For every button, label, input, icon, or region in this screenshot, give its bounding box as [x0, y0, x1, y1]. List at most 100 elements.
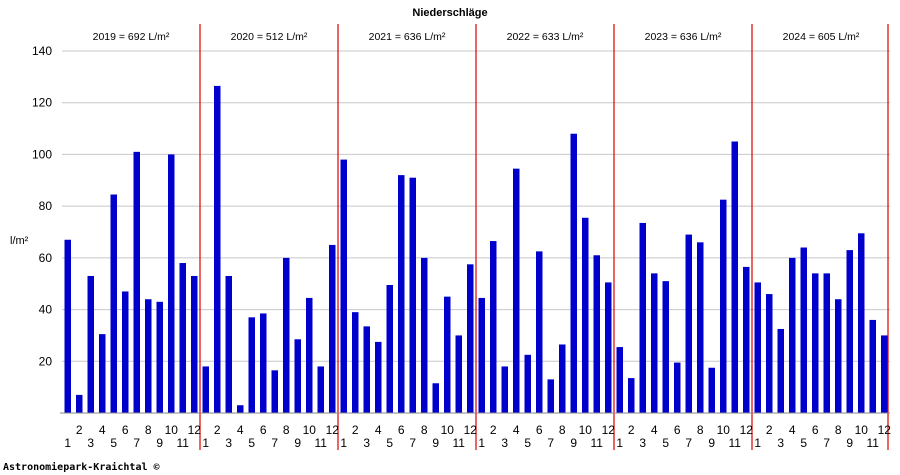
bar: [168, 154, 175, 413]
x-tick-label: 9: [294, 436, 301, 450]
bars: [64, 85, 888, 414]
year-annotation: 2024 = 605 L/m²: [783, 31, 860, 43]
year-separators: [199, 24, 889, 450]
x-tick-label: 12: [464, 423, 478, 437]
bar: [237, 405, 244, 413]
x-tick-label: 10: [717, 423, 731, 437]
bar: [605, 282, 612, 413]
bar: [386, 285, 393, 413]
bar: [179, 263, 186, 413]
bar: [467, 264, 474, 413]
x-tick-label: 1: [754, 436, 761, 450]
x-tick-label: 3: [225, 436, 232, 450]
bar: [421, 257, 428, 413]
y-tick-label: 100: [32, 147, 52, 161]
bar: [685, 234, 692, 413]
bar: [708, 367, 715, 413]
x-tick-label: 5: [110, 436, 117, 450]
x-tick-label: 5: [248, 436, 255, 450]
x-tick-label: 8: [697, 423, 704, 437]
bar: [858, 233, 865, 413]
x-tick-label: 5: [386, 436, 393, 450]
bar: [639, 222, 646, 413]
x-tick-label: 10: [579, 423, 593, 437]
x-tick-label: 7: [823, 436, 830, 450]
year-annotations: 2019 = 692 L/m² 2020 = 512 L/m² 2021 = 636…: [93, 31, 860, 43]
x-tick-label: 9: [846, 436, 853, 450]
x-tick-label: 6: [260, 423, 267, 437]
bar: [202, 366, 209, 413]
x-tick-label: 6: [122, 423, 129, 437]
x-tick-label: 9: [156, 436, 163, 450]
bar: [835, 299, 842, 413]
bar: [490, 241, 497, 413]
x-tick-label: 7: [409, 436, 416, 450]
bar: [674, 362, 681, 413]
bar: [156, 301, 163, 413]
x-tick-label: 4: [651, 423, 658, 437]
bar: [536, 251, 543, 413]
x-tick-label: 8: [145, 423, 152, 437]
x-tick-label: 11: [453, 436, 466, 450]
bar: [754, 282, 761, 413]
x-tick-label: 2: [490, 423, 497, 437]
bar: [720, 199, 727, 413]
bar: [87, 275, 94, 413]
y-tick-label: 40: [39, 303, 53, 317]
x-tick-label: 2: [352, 423, 359, 437]
x-tick-label: 3: [777, 436, 784, 450]
x-tick-label: 8: [559, 423, 566, 437]
x-tick-label: 4: [789, 423, 796, 437]
bar: [375, 341, 382, 413]
bar: [271, 370, 278, 413]
bar: [306, 297, 313, 413]
bar: [582, 217, 589, 413]
bar: [409, 177, 416, 413]
bar: [731, 141, 738, 413]
bar: [743, 266, 750, 413]
x-tick-label: 6: [674, 423, 681, 437]
bar: [283, 257, 290, 413]
chart-title: Niederschläge: [412, 7, 487, 19]
x-tick-label: 8: [421, 423, 428, 437]
bar: [513, 168, 520, 413]
bar: [697, 242, 704, 413]
bar: [559, 344, 566, 413]
x-tick-label: 2: [766, 423, 773, 437]
y-tick-label: 20: [39, 354, 53, 368]
bar: [881, 335, 888, 413]
bar: [444, 296, 451, 413]
bar: [869, 319, 876, 413]
x-tick-label: 7: [271, 436, 278, 450]
x-tick-label: 9: [432, 436, 439, 450]
bar: [122, 291, 129, 413]
bar: [777, 328, 784, 413]
x-tick-label: 11: [591, 436, 604, 450]
bar: [317, 366, 324, 413]
bar: [593, 255, 600, 413]
x-tick-label: 9: [570, 436, 577, 450]
bar: [547, 379, 554, 413]
x-tick-label: 2: [214, 423, 221, 437]
x-tick-label: 10: [855, 423, 869, 437]
y-tick-label: 120: [32, 96, 52, 110]
x-tick-label: 1: [478, 436, 485, 450]
bar: [145, 299, 152, 413]
x-tick-label: 8: [283, 423, 290, 437]
bar: [455, 335, 462, 413]
x-tick-label: 3: [639, 436, 646, 450]
x-tick-label: 3: [363, 436, 370, 450]
bar: [110, 194, 117, 413]
x-tick-label: 4: [513, 423, 520, 437]
x-tick-label: 12: [740, 423, 754, 437]
bar: [800, 247, 807, 413]
x-tick-label: 6: [536, 423, 543, 437]
bar: [570, 133, 577, 413]
bar: [812, 273, 819, 413]
x-tick-label: 4: [375, 423, 382, 437]
x-tick-label: 11: [729, 436, 742, 450]
bar: [340, 159, 347, 413]
x-tick-label: 3: [501, 436, 508, 450]
bar: [352, 312, 359, 413]
